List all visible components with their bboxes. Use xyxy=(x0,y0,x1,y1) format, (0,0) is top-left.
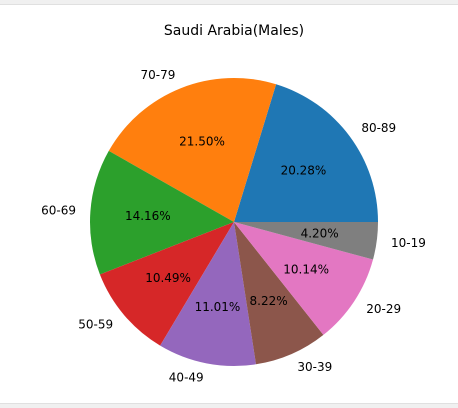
category-label-80-89: 80-89 xyxy=(361,121,396,135)
category-label-60-69: 60-69 xyxy=(41,204,76,218)
category-label-70-79: 70-79 xyxy=(141,68,176,82)
percent-label-50-59: 10.49% xyxy=(145,271,191,285)
category-label-20-29: 20-29 xyxy=(366,302,401,316)
percent-label-80-89: 20.28% xyxy=(281,164,327,178)
category-label-40-49: 40-49 xyxy=(169,370,204,384)
pie-slice-40-49 xyxy=(160,222,256,366)
percent-label-60-69: 14.16% xyxy=(125,209,171,223)
pie-slice-80-89 xyxy=(234,84,378,222)
chart-title: Saudi Arabia(Males) xyxy=(164,23,304,39)
pie-slice-30-39 xyxy=(234,222,324,365)
pie-slice-60-69 xyxy=(89,150,234,275)
category-label-30-39: 30-39 xyxy=(297,360,332,374)
percent-label-10-19: 4.20% xyxy=(301,226,339,240)
category-label-10-19: 10-19 xyxy=(391,236,426,250)
percent-label-20-29: 10.14% xyxy=(283,263,329,277)
percent-label-30-39: 8.22% xyxy=(250,294,288,308)
pie-slice-50-59 xyxy=(99,222,234,346)
category-labels: 80-89 70-79 60-69 50-59 40-49 30-39 20-29 10-19 xyxy=(41,68,426,385)
pie-slice-20-29 xyxy=(234,222,374,335)
percent-labels: 20.28% 21.50% 14.16% 10.49% 11.01% 8.22% 10.14… xyxy=(125,135,339,314)
pie-slices xyxy=(89,78,378,366)
pie-slice-10-19 xyxy=(234,222,378,260)
category-label-50-59: 50-59 xyxy=(78,317,113,331)
pie-slice-70-79 xyxy=(108,78,277,223)
percent-label-40-49: 11.01% xyxy=(195,300,241,314)
percent-label-70-79: 21.50% xyxy=(179,135,225,149)
